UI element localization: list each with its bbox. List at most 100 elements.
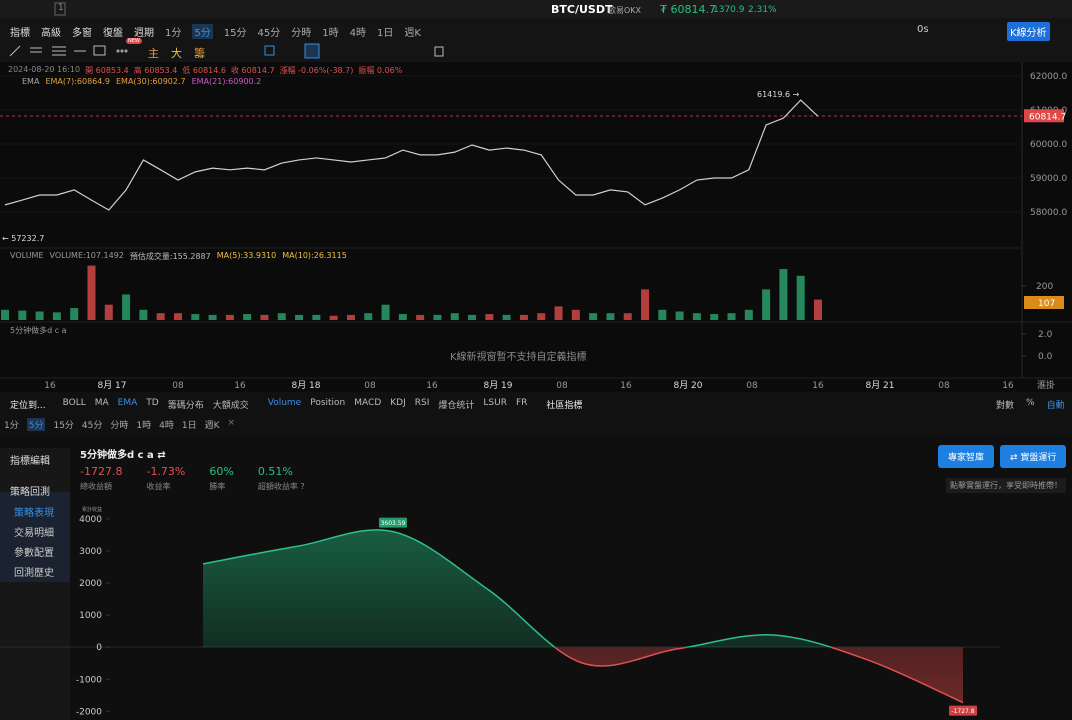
- main-tab[interactable]: TD: [146, 398, 159, 408]
- volume-bar: [191, 314, 200, 320]
- ema-item: EMA(30):60902.7: [115, 77, 186, 86]
- toolbar-item[interactable]: 週期: [134, 28, 154, 39]
- volume-bar: [502, 314, 511, 320]
- stat: 0.51% 超額收益率 ?: [258, 465, 305, 492]
- ema-item: EMA(7):60864.9: [45, 77, 110, 86]
- close[interactable]: ×: [227, 418, 236, 428]
- period[interactable]: 1分: [165, 28, 182, 39]
- x-tick-label: 16: [1002, 381, 1014, 391]
- side-sub[interactable]: 參數配置: [14, 548, 54, 559]
- ohlc-item: 低 60814.6: [182, 66, 226, 75]
- side-sub[interactable]: 策略表現: [14, 508, 54, 519]
- volume-item: MA(5):33.9310: [216, 251, 277, 260]
- ohlc-item: 高 60853.4: [133, 66, 178, 75]
- drawing-icons[interactable]: [9, 43, 444, 59]
- volume-bar: [312, 314, 321, 320]
- sub-tab[interactable]: Volume: [267, 398, 302, 408]
- sub-tab[interactable]: LSUR: [483, 398, 507, 408]
- tool-label[interactable]: 主: [148, 47, 159, 60]
- volume-bar: [779, 268, 788, 320]
- side-sub[interactable]: 交易明細: [14, 528, 54, 539]
- scale-option[interactable]: 自動: [1046, 401, 1065, 411]
- sub-tab[interactable]: 爆仓统计: [438, 401, 475, 411]
- volume-bar: [70, 308, 79, 320]
- volume-last-label: 107: [1038, 299, 1055, 309]
- scale-option[interactable]: 對數: [996, 401, 1015, 411]
- data-label-bg: [379, 517, 407, 528]
- side-sub[interactable]: 回測歷史: [14, 568, 54, 579]
- toolbar-item[interactable]: 指標: [10, 28, 30, 39]
- button[interactable]: 專家智庫: [938, 445, 995, 468]
- toolbar-item[interactable]: 多窗: [72, 28, 92, 39]
- tool-label[interactable]: 大: [171, 47, 182, 60]
- period[interactable]: 1時: [136, 421, 152, 431]
- period[interactable]: 分時: [110, 421, 129, 431]
- sub-tab[interactable]: Position: [310, 398, 346, 408]
- timer[interactable]: 0s: [917, 24, 929, 35]
- y-tick-label: 60000.0: [1030, 140, 1067, 150]
- period[interactable]: 分時: [291, 28, 312, 39]
- main-tab[interactable]: 籌碼分布: [167, 401, 204, 411]
- main-tab[interactable]: MA: [94, 398, 109, 408]
- volume-bar: [623, 313, 632, 320]
- volume-bar: [260, 314, 269, 320]
- period[interactable]: 週K: [404, 28, 421, 39]
- period[interactable]: 週K: [204, 421, 220, 431]
- toolbar-item[interactable]: 高級: [41, 28, 61, 39]
- new-badge: NEW: [126, 38, 142, 44]
- volume-bar: [52, 312, 61, 320]
- period[interactable]: 15分: [223, 28, 247, 39]
- volume-bar: [692, 313, 701, 320]
- main-tab[interactable]: BOLL: [62, 398, 86, 408]
- period[interactable]: 1日: [376, 28, 394, 39]
- toolbar-bg: [0, 18, 1072, 62]
- sub-tab[interactable]: FR: [515, 398, 528, 408]
- period[interactable]: 45分: [257, 28, 281, 39]
- main-tab[interactable]: EMA: [117, 398, 138, 408]
- x-tick-label: 16: [426, 381, 438, 391]
- strategy-stats: -1727.8 總收益額 -1.73% 收益率 60% 勝率 0.51% 超額收益率 ?: [80, 465, 305, 492]
- volume-item: 預估成交量:155.2887: [129, 252, 211, 261]
- tool-label[interactable]: 籌: [194, 47, 205, 60]
- period[interactable]: 4時: [349, 28, 366, 39]
- scale-option[interactable]: %: [1026, 398, 1035, 408]
- period[interactable]: 1分: [4, 421, 19, 431]
- sub-tab[interactable]: MACD: [354, 398, 382, 408]
- volume-bar: [537, 313, 546, 320]
- loss-line: [553, 647, 964, 704]
- volume-bar: [35, 311, 44, 320]
- period[interactable]: 4時: [159, 421, 174, 431]
- side-item[interactable]: 指標編輯: [10, 456, 50, 467]
- volume-bar: [139, 309, 148, 320]
- y-tick-label: 0: [96, 643, 102, 653]
- volume-bar: [18, 310, 27, 320]
- toolbar-item[interactable]: 復盤: [103, 28, 123, 39]
- sidebar-active: [0, 492, 70, 582]
- sub-tab[interactable]: KDJ: [390, 398, 406, 408]
- volume-bar: [104, 304, 113, 320]
- analysis-button[interactable]: K線分析: [1007, 22, 1050, 41]
- side-item[interactable]: 策略回測: [10, 487, 50, 498]
- community[interactable]: 社區指標: [546, 401, 583, 411]
- volume-bar: [416, 314, 425, 320]
- locate[interactable]: 定位到...: [10, 401, 46, 411]
- y-tick-label: -2000: [76, 707, 102, 717]
- period[interactable]: 1時: [322, 28, 339, 39]
- tab-box[interactable]: [54, 2, 66, 16]
- y-tick-label: 62000.0: [1030, 72, 1067, 82]
- volume-bar: [398, 314, 407, 320]
- period[interactable]: 1日: [181, 421, 197, 431]
- tab-number[interactable]: 1: [58, 3, 64, 13]
- button[interactable]: ⇄ 實盤運行: [1000, 445, 1067, 468]
- period[interactable]: 5分: [192, 24, 213, 39]
- period[interactable]: 5分: [26, 418, 46, 431]
- stat-label: 超額收益率 ?: [257, 482, 305, 491]
- toolbar: 指標 高級 多窗 復盤 週期 1分 5分 15分 45分 分時 1時 4時 1日 週K: [10, 24, 421, 39]
- sub-tab[interactable]: RSI: [414, 398, 430, 408]
- volume-bar: [589, 313, 598, 320]
- stat: -1727.8 總收益額: [80, 465, 122, 492]
- main-tab[interactable]: 大額成交: [212, 401, 249, 411]
- period[interactable]: 45分: [81, 421, 103, 431]
- data-label: 3603.59: [381, 520, 406, 527]
- period[interactable]: 15分: [53, 421, 74, 431]
